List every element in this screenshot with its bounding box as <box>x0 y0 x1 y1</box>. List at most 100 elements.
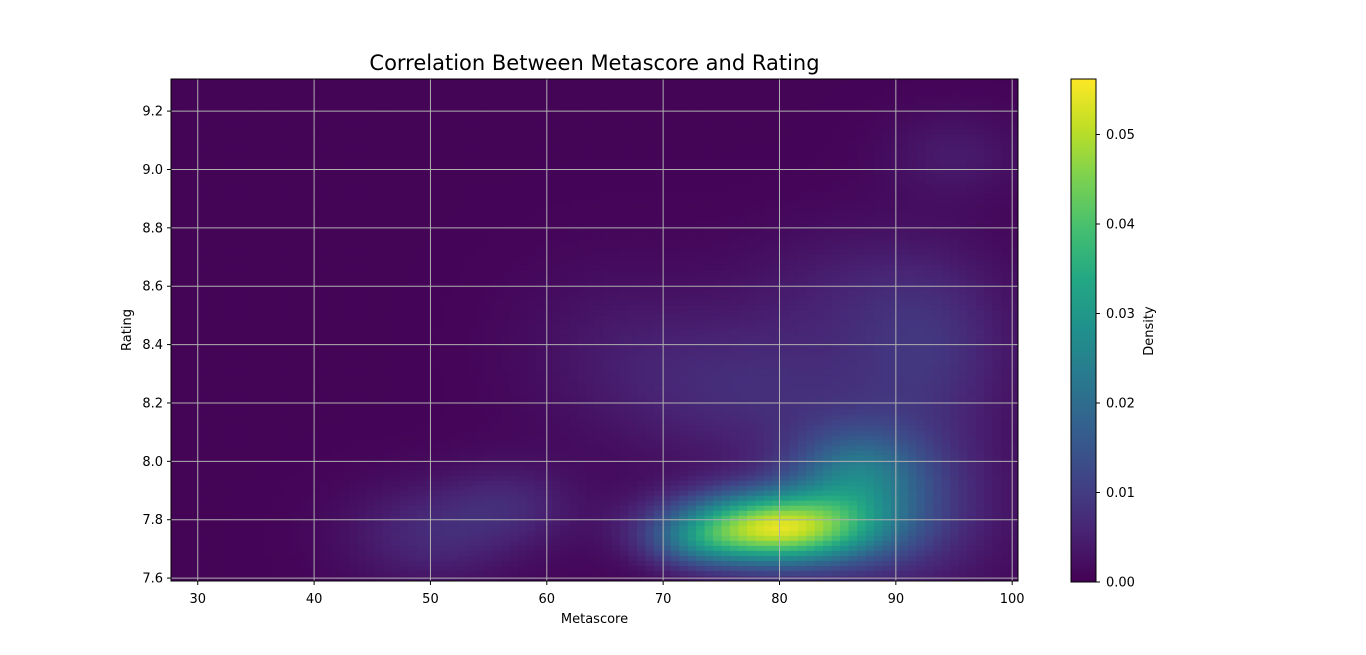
heatmap-cell <box>679 144 689 150</box>
heatmap-cell <box>374 204 384 211</box>
heatmap-cell <box>958 84 968 90</box>
heatmap-cell <box>518 199 528 206</box>
heatmap-cell <box>230 139 240 145</box>
heatmap-cell <box>882 79 892 85</box>
heatmap-cell <box>941 179 951 186</box>
heatmap-cell <box>365 269 375 276</box>
heatmap-cell <box>594 284 604 291</box>
heatmap-cell <box>221 234 231 241</box>
heatmap-cell <box>492 294 502 301</box>
heatmap-cell <box>230 279 240 286</box>
heatmap-cell <box>797 324 807 331</box>
heatmap-cell <box>416 279 426 286</box>
heatmap-cell <box>662 319 672 326</box>
heatmap-cell <box>933 139 943 145</box>
heatmap-cell <box>823 314 833 321</box>
heatmap-cell <box>874 299 884 306</box>
heatmap-cell <box>882 219 892 226</box>
heatmap-cell <box>967 134 977 140</box>
heatmap-cell <box>1009 134 1018 140</box>
heatmap-cell <box>365 149 375 155</box>
heatmap-cell <box>442 169 452 175</box>
heatmap-cell <box>746 254 757 261</box>
heatmap-cell <box>450 99 460 105</box>
heatmap-cell <box>535 289 545 296</box>
heatmap-cell <box>340 324 350 331</box>
heatmap-cell <box>662 129 672 135</box>
heatmap-cell <box>594 314 604 321</box>
heatmap-cell <box>899 234 909 241</box>
heatmap-cell <box>238 189 248 196</box>
heatmap-cell <box>391 239 401 246</box>
heatmap-cell <box>179 184 189 191</box>
heatmap-cell <box>738 99 748 105</box>
heatmap-cell <box>272 79 282 85</box>
heatmap-cell <box>814 139 824 145</box>
heatmap-cell <box>357 229 367 236</box>
heatmap-cell <box>348 239 358 246</box>
heatmap-cell <box>662 89 672 95</box>
heatmap-cell <box>230 294 240 301</box>
heatmap-cell <box>840 284 850 291</box>
heatmap-cell <box>264 239 274 246</box>
heatmap-cell <box>467 154 477 160</box>
heatmap-cell <box>492 179 502 186</box>
heatmap-cell <box>645 209 655 216</box>
heatmap-cell <box>696 319 706 326</box>
heatmap-cell <box>874 249 884 256</box>
heatmap-cell <box>899 94 909 100</box>
heatmap-cell <box>467 269 477 276</box>
heatmap-cell <box>187 254 198 261</box>
heatmap-cell <box>594 129 604 135</box>
heatmap-cell <box>255 259 265 266</box>
heatmap-cell <box>425 219 435 226</box>
heatmap-cell <box>509 129 519 135</box>
heatmap-cell <box>399 119 409 125</box>
heatmap-cell <box>806 204 816 211</box>
heatmap-cell <box>281 189 291 196</box>
heatmap-cell <box>467 104 477 110</box>
heatmap-cell <box>738 79 748 85</box>
heatmap-cell <box>492 309 502 316</box>
heatmap-cell <box>467 319 477 326</box>
heatmap-cell <box>374 84 384 90</box>
heatmap-cell <box>687 99 697 105</box>
heatmap-cell <box>348 234 358 241</box>
heatmap-cell <box>628 164 638 170</box>
heatmap-cell <box>992 269 1002 276</box>
heatmap-cell <box>374 259 384 266</box>
heatmap-cell <box>501 104 511 110</box>
heatmap-cell <box>950 254 960 261</box>
heatmap-cell <box>628 159 638 165</box>
heatmap-cell <box>264 89 274 95</box>
heatmap-cell <box>823 234 833 241</box>
heatmap-cell <box>425 274 435 281</box>
heatmap-cell <box>1001 199 1011 206</box>
heatmap-cell <box>950 239 960 246</box>
heatmap-cell <box>467 184 477 191</box>
heatmap-cell <box>730 89 740 95</box>
heatmap-cell <box>348 269 358 276</box>
heatmap-cell <box>687 284 697 291</box>
heatmap-cell <box>526 214 536 221</box>
heatmap-cell <box>679 159 689 165</box>
heatmap-cell <box>628 264 638 271</box>
heatmap-cell <box>399 79 409 85</box>
heatmap-cell <box>230 269 240 276</box>
heatmap-cell <box>721 139 731 145</box>
heatmap-cell <box>552 289 562 296</box>
heatmap-cell <box>1009 229 1018 236</box>
heatmap-cell <box>984 254 994 261</box>
heatmap-cell <box>569 134 579 140</box>
heatmap-cell <box>679 184 689 191</box>
heatmap-cell <box>696 164 706 170</box>
heatmap-cell <box>738 269 748 276</box>
heatmap-cell <box>797 259 807 266</box>
heatmap-cell <box>230 239 240 246</box>
heatmap-cell <box>331 314 341 321</box>
heatmap-cell <box>408 304 418 311</box>
heatmap-cell <box>916 169 926 175</box>
heatmap-cell <box>255 214 265 221</box>
heatmap-cell <box>907 189 917 196</box>
heatmap-cell <box>399 324 409 331</box>
